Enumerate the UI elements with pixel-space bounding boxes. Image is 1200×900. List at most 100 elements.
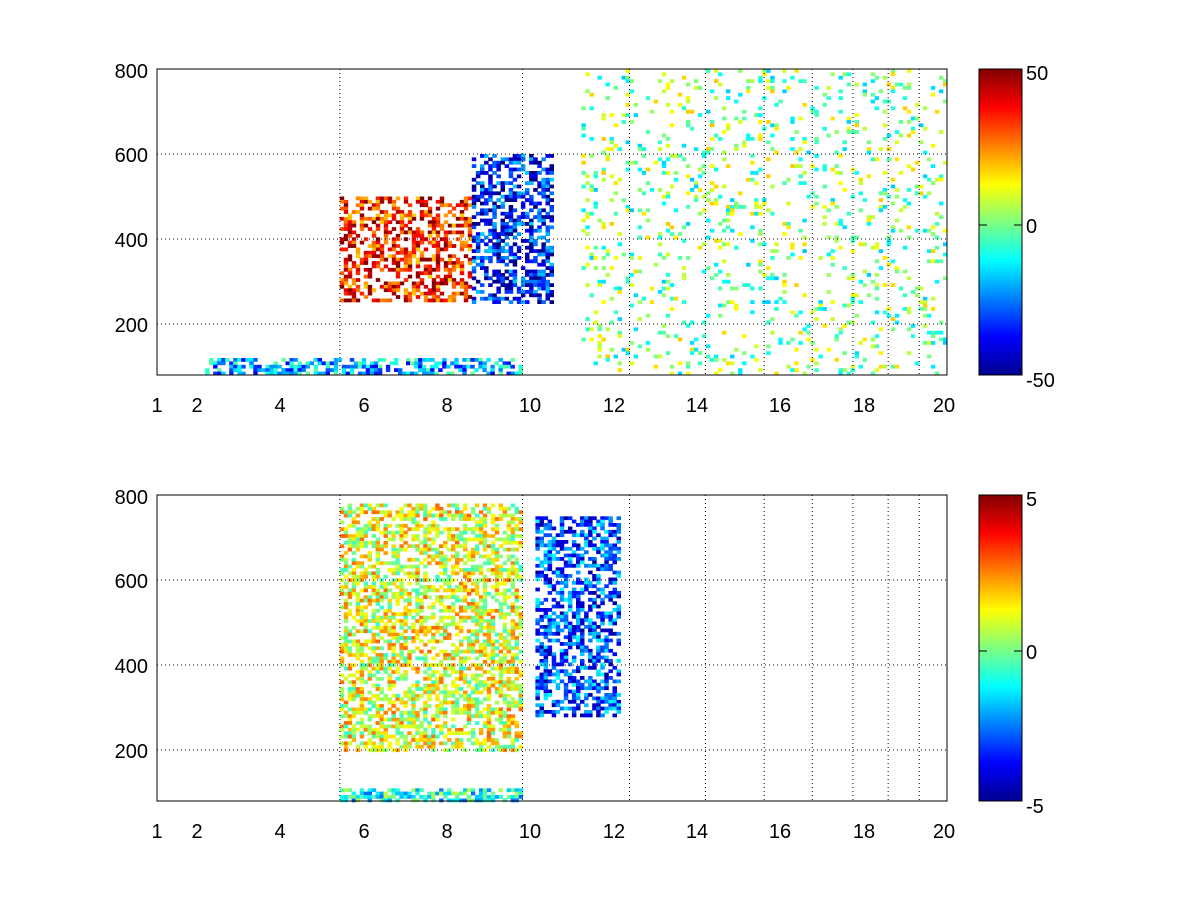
heatmap-cell bbox=[661, 279, 667, 284]
heatmap-cell bbox=[612, 618, 617, 623]
heatmap-cell bbox=[363, 605, 368, 610]
heatmap-cell bbox=[710, 120, 715, 124]
heatmap-cell bbox=[701, 194, 707, 199]
heatmap-cell bbox=[549, 283, 554, 287]
heatmap-cell bbox=[596, 659, 601, 663]
heatmap-cell bbox=[415, 598, 420, 603]
heatmap-cell bbox=[403, 213, 409, 218]
heatmap-cell bbox=[375, 223, 381, 228]
heatmap-cell bbox=[415, 714, 420, 719]
heatmap-cell bbox=[482, 537, 488, 542]
heatmap-cell bbox=[545, 215, 550, 219]
heatmap-cell bbox=[547, 669, 553, 674]
heatmap-cell bbox=[379, 666, 384, 671]
heatmap-cell bbox=[387, 676, 392, 681]
heatmap-cell bbox=[798, 174, 803, 179]
heatmap-cell bbox=[367, 551, 372, 555]
heatmap-cell bbox=[621, 252, 626, 257]
heatmap-cell bbox=[407, 608, 412, 613]
heatmap-cell bbox=[500, 225, 505, 230]
heatmap-cell bbox=[439, 257, 445, 262]
heatmap-cell bbox=[537, 225, 542, 230]
heatmap-cell bbox=[502, 540, 508, 545]
heatmap-cell bbox=[689, 341, 695, 345]
top-colorbar-tick-label: 0 bbox=[1026, 216, 1037, 238]
heatmap-cell bbox=[898, 171, 904, 175]
heatmap-cell bbox=[355, 629, 361, 634]
heatmap-cell bbox=[367, 795, 372, 799]
heatmap-cell bbox=[443, 673, 448, 678]
heatmap-cell bbox=[391, 680, 396, 685]
heatmap-cell bbox=[411, 588, 416, 593]
heatmap-cell bbox=[343, 568, 349, 572]
heatmap-cell bbox=[383, 530, 388, 535]
heatmap-cell bbox=[443, 700, 448, 705]
heatmap-cell bbox=[551, 587, 557, 592]
heatmap-cell bbox=[637, 344, 643, 349]
top-colorbar-tick-label: -50 bbox=[1026, 370, 1055, 392]
heatmap-cell bbox=[411, 615, 416, 620]
heatmap-cell bbox=[459, 557, 464, 562]
heatmap-cell bbox=[510, 561, 516, 566]
heatmap-cell bbox=[387, 254, 393, 259]
heatmap-cell bbox=[543, 567, 549, 572]
heatmap-cell bbox=[339, 673, 345, 678]
heatmap-cell bbox=[576, 679, 581, 684]
heatmap-cell bbox=[451, 517, 456, 521]
heatmap-cell bbox=[766, 276, 771, 281]
heatmap-cell bbox=[498, 744, 504, 749]
heatmap-cell bbox=[518, 788, 523, 793]
heatmap-cell bbox=[778, 341, 783, 345]
heatmap-cell bbox=[347, 257, 353, 262]
heatmap-cell bbox=[379, 220, 385, 225]
heatmap-cell bbox=[722, 259, 727, 264]
heatmap-cell bbox=[351, 261, 357, 265]
heatmap-cell bbox=[541, 283, 546, 287]
heatmap-cell bbox=[427, 561, 432, 566]
heatmap-cell bbox=[516, 194, 522, 199]
heatmap-cell bbox=[339, 795, 345, 799]
heatmap-cell bbox=[786, 201, 791, 206]
heatmap-cell bbox=[846, 211, 851, 216]
heatmap-cell bbox=[411, 693, 416, 698]
heatmap-cell bbox=[588, 570, 593, 575]
heatmap-cell bbox=[347, 544, 353, 549]
heatmap-cell bbox=[403, 598, 408, 603]
heatmap-cell bbox=[730, 211, 735, 216]
heatmap-cell bbox=[419, 625, 424, 630]
heatmap-cell bbox=[722, 358, 727, 362]
heatmap-cell bbox=[347, 588, 353, 593]
heatmap-cell bbox=[533, 293, 538, 298]
heatmap-cell bbox=[439, 551, 444, 555]
heatmap-cell bbox=[486, 632, 492, 637]
heatmap-cell bbox=[870, 72, 876, 77]
heatmap-cell bbox=[480, 262, 485, 267]
heatmap-cell bbox=[347, 741, 353, 746]
heatmap-cell bbox=[443, 629, 448, 634]
heatmap-cell bbox=[427, 527, 432, 532]
heatmap-cell bbox=[415, 523, 420, 528]
heatmap-cell bbox=[439, 707, 444, 712]
heatmap-cell bbox=[371, 598, 376, 603]
heatmap-cell bbox=[510, 744, 516, 749]
heatmap-cell bbox=[576, 618, 581, 623]
heatmap-cell bbox=[403, 540, 408, 545]
heatmap-cell bbox=[363, 642, 368, 647]
heatmap-cell bbox=[616, 679, 621, 684]
heatmap-cell bbox=[359, 561, 365, 566]
heatmap-cell bbox=[391, 632, 396, 637]
bottom-y-tick-label: 200 bbox=[115, 741, 148, 763]
heatmap-cell bbox=[510, 697, 516, 702]
heatmap-cell bbox=[488, 283, 493, 287]
heatmap-cell bbox=[874, 283, 880, 287]
heatmap-cell bbox=[584, 614, 589, 619]
heatmap-cell bbox=[633, 327, 638, 332]
heatmap-cell bbox=[506, 646, 512, 651]
heatmap-cell bbox=[395, 612, 400, 617]
heatmap-cell bbox=[874, 157, 880, 162]
heatmap-cell bbox=[588, 628, 593, 633]
bottom-x-tick-labels: 1 2 4 6 8 10 12 14 16 18 20 bbox=[151, 821, 955, 843]
heatmap-cell bbox=[383, 257, 389, 262]
heatmap-cell bbox=[600, 696, 605, 701]
heatmap-cell bbox=[486, 714, 492, 719]
